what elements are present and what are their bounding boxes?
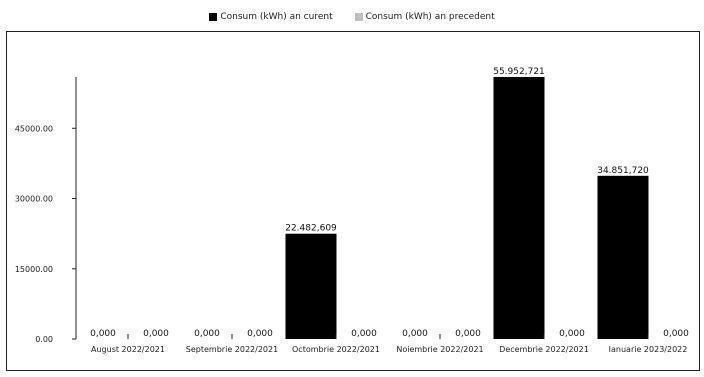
bar [285,233,337,339]
legend: Consum (kWh) an curent Consum (kWh) an p… [0,9,704,25]
legend-label-current: Consum (kWh) an curent [220,12,333,22]
data-label: 22.482,609 [285,224,337,234]
x-tick-label: Ianuarie 2023/2022 [609,345,688,354]
bar [597,175,649,339]
data-label: 0,000 [663,329,689,339]
data-label: 0,000 [194,329,220,339]
data-label: 0,000 [247,329,273,339]
data-label: 0,000 [455,329,481,339]
x-tick-label: Noiembrie 2022/2021 [396,345,483,354]
legend-item-current: Consum (kWh) an curent [209,9,333,25]
x-tick-label: Octombrie 2022/2021 [292,345,380,354]
x-tick-label: Decembrie 2022/2021 [499,345,589,354]
data-label: 0,000 [90,329,116,339]
chart-frame [6,31,700,371]
data-label: 0,000 [402,329,428,339]
legend-swatch-current [209,13,218,21]
y-tick-label: 30000.00 [15,195,53,204]
data-label: 0,000 [559,329,585,339]
legend-swatch-previous [354,13,363,21]
legend-label-previous: Consum (kWh) an precedent [365,12,495,22]
y-tick-label: 0.00 [35,335,53,344]
y-tick-label: 45000.00 [15,124,53,133]
x-tick-label: August 2022/2021 [91,345,165,354]
data-label: 55.952,721 [493,67,545,77]
data-label: 34.851,720 [597,166,649,176]
legend-item-previous: Consum (kWh) an precedent [354,9,495,25]
data-label: 0,000 [351,329,377,339]
data-label: 0,000 [143,329,169,339]
x-tick-label: Septembrie 2022/2021 [186,345,278,354]
y-tick-label: 15000.00 [15,265,53,274]
bar [493,77,545,339]
